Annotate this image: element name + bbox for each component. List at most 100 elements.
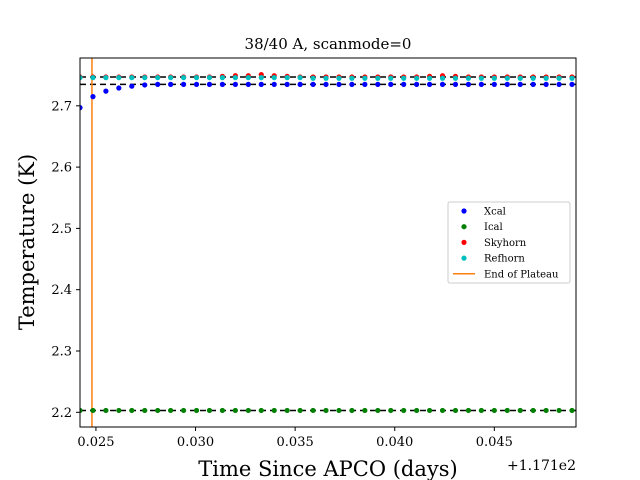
x-tick-label-0: 0.025 (77, 435, 114, 450)
point-ical-31 (478, 407, 484, 414)
point-refhorn-6 (155, 75, 161, 81)
point-xcal-17 (297, 81, 303, 87)
point-xcal-8 (180, 81, 187, 87)
y-tick-label-5: 2.7 (51, 99, 72, 114)
point-ical-19 (323, 407, 329, 414)
point-xcal-27 (426, 81, 433, 87)
legend-marker-skyhorn (461, 239, 467, 245)
point-ical-24 (388, 407, 394, 414)
point-ical-9 (193, 407, 200, 414)
point-refhorn-27 (426, 75, 433, 81)
legend-box (447, 201, 571, 284)
point-ical-2 (103, 407, 109, 414)
legend-marker-xcal (461, 208, 467, 214)
point-refhorn-4 (129, 75, 135, 81)
x-offset-label: +1.171e2 (507, 458, 576, 474)
legend: Xcal Ical Skyhorn Refhorn End of Plateau (447, 201, 571, 284)
point-refhorn-21 (349, 75, 355, 81)
point-xcal-19 (323, 81, 329, 87)
point-xcal-0 (80, 105, 83, 111)
point-xcal-36 (543, 81, 549, 87)
point-xcal-32 (491, 81, 497, 87)
x-tick-label-1: 0.030 (177, 435, 214, 450)
point-refhorn-0 (80, 75, 83, 81)
point-ical-23 (375, 407, 381, 414)
point-xcal-28 (439, 81, 446, 87)
point-ical-34 (517, 407, 523, 414)
point-ical-22 (362, 407, 368, 414)
point-ical-29 (452, 407, 459, 414)
point-ical-3 (116, 407, 122, 414)
y-axis-label: Temperature (K) (15, 154, 39, 330)
point-refhorn-16 (284, 75, 290, 81)
point-xcal-33 (504, 81, 510, 87)
legend-marker-ical (461, 224, 467, 230)
point-refhorn-31 (478, 75, 484, 81)
point-refhorn-2 (103, 75, 109, 81)
series-refhorn (80, 75, 575, 81)
point-ical-27 (426, 407, 433, 414)
point-ical-21 (349, 407, 355, 414)
point-refhorn-3 (116, 75, 122, 81)
y-tick-label-4: 2.6 (51, 161, 72, 176)
point-refhorn-8 (180, 75, 187, 81)
point-xcal-9 (193, 81, 200, 87)
y-tick-label-3: 2.5 (51, 222, 72, 237)
point-refhorn-13 (245, 75, 251, 81)
point-xcal-22 (362, 81, 368, 87)
point-xcal-6 (155, 81, 161, 87)
legend-marker-refhorn (461, 255, 467, 261)
point-xcal-14 (258, 81, 264, 87)
point-refhorn-20 (336, 75, 342, 81)
point-xcal-4 (129, 83, 135, 89)
point-refhorn-7 (168, 75, 174, 81)
point-ical-35 (530, 407, 536, 414)
x-tick-label-3: 0.040 (376, 435, 413, 450)
point-ical-18 (310, 407, 316, 414)
point-ical-13 (245, 407, 251, 414)
point-ical-38 (569, 407, 575, 414)
point-refhorn-29 (452, 75, 459, 81)
point-refhorn-14 (258, 75, 264, 81)
point-ical-10 (206, 407, 213, 414)
point-ical-30 (465, 407, 472, 414)
point-refhorn-34 (517, 75, 523, 81)
point-ical-32 (491, 407, 497, 414)
point-refhorn-12 (232, 75, 238, 81)
x-axis: 0.025 0.030 0.035 0.040 0.045 (77, 427, 513, 450)
point-xcal-18 (310, 81, 316, 87)
point-xcal-11 (219, 81, 226, 87)
point-ical-1 (90, 407, 96, 414)
legend-label-end-of-plateau: End of Plateau (484, 269, 559, 280)
point-refhorn-33 (504, 75, 510, 81)
point-refhorn-18 (310, 75, 316, 81)
point-refhorn-36 (543, 75, 549, 81)
point-refhorn-30 (465, 75, 472, 81)
chart-title: 38/40 A, scanmode=0 (245, 35, 412, 53)
point-ical-5 (142, 407, 148, 414)
point-refhorn-9 (193, 75, 200, 81)
point-xcal-15 (271, 81, 277, 87)
point-xcal-30 (465, 81, 472, 87)
point-ical-20 (336, 407, 342, 414)
point-xcal-1 (90, 94, 96, 100)
point-xcal-21 (349, 81, 355, 87)
point-ical-14 (258, 407, 264, 414)
point-refhorn-22 (362, 75, 368, 81)
point-refhorn-25 (401, 75, 407, 81)
point-refhorn-11 (219, 75, 226, 81)
point-refhorn-35 (530, 75, 536, 81)
point-xcal-25 (401, 81, 407, 87)
plot-clipped-group (80, 58, 576, 427)
point-refhorn-1 (90, 75, 96, 81)
point-refhorn-26 (414, 75, 420, 81)
point-refhorn-24 (388, 75, 394, 81)
point-xcal-7 (168, 81, 174, 87)
point-xcal-13 (245, 81, 251, 87)
point-ical-7 (168, 407, 174, 414)
point-xcal-3 (116, 85, 122, 91)
series-xcal (80, 81, 575, 111)
point-ical-16 (284, 407, 290, 414)
point-xcal-35 (530, 81, 536, 87)
legend-label-xcal: Xcal (484, 207, 506, 218)
